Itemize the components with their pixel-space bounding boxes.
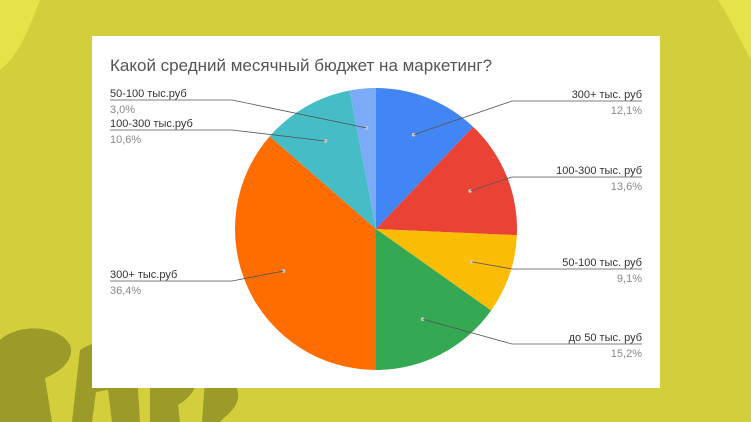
slice-label: 50-100 тыс.руб [110, 88, 187, 100]
leader-line [413, 100, 642, 136]
leader-dot [364, 126, 369, 130]
slice-percent: 12,1% [611, 105, 642, 117]
slice-percent: 10,6% [110, 134, 141, 146]
leader-line [110, 129, 326, 142]
slice-label: 100-300 тыс.руб [110, 118, 193, 130]
pie-slice [376, 88, 474, 229]
leader-line [470, 176, 642, 192]
leader-line [422, 318, 642, 345]
pie-slice [376, 126, 517, 236]
slice-label: до 50 тыс. руб [569, 332, 642, 344]
slice-percent: 13,6% [611, 181, 642, 193]
pie-slice [349, 88, 376, 229]
leader-line [110, 270, 284, 282]
pie-slice [376, 229, 517, 311]
slice-percent: 9,1% [617, 273, 642, 285]
pie-slice [269, 90, 376, 229]
chart-card: Какой средний месячный бюджет на маркети… [92, 36, 660, 388]
pie-slice [235, 136, 376, 370]
leader-line [471, 261, 642, 270]
slice-label: 100-300 тыс. руб [556, 165, 642, 177]
background-wave-left [0, 0, 40, 70]
slice-label: 300+ тыс.руб [110, 269, 177, 281]
pie-chart: 300+ тыс. руб 12,1% 100-300 тыс. руб 13,6% 5… [110, 88, 642, 370]
slice-percent: 3,0% [110, 104, 135, 116]
pie-slice [376, 229, 492, 370]
slice-percent: 36,4% [110, 285, 141, 297]
leader-line [110, 99, 367, 129]
slice-label: 50-100 тыс. руб [562, 257, 642, 269]
chart-title: Какой средний месячный бюджет на маркети… [110, 56, 493, 75]
slice-percent: 15,2% [611, 348, 642, 360]
slice-label: 300+ тыс. руб [572, 89, 642, 101]
